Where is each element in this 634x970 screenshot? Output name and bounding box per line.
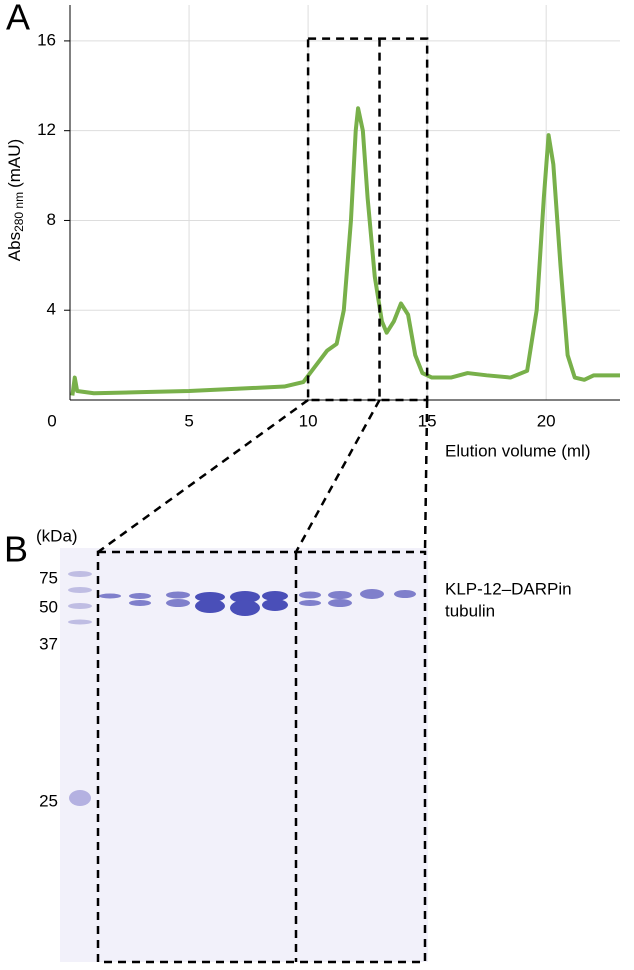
y-label-unit: (mAU) <box>5 139 24 188</box>
gel-image <box>60 548 428 962</box>
connector <box>294 399 381 553</box>
band-label: KLP-12–DARPin <box>445 579 572 598</box>
x-tick-label: 10 <box>299 411 318 430</box>
gel-unit: (kDa) <box>36 526 78 545</box>
y-label-main: Abs <box>5 232 24 261</box>
chromatogram-line <box>70 106 620 396</box>
marker-label: 37 <box>39 634 58 653</box>
connector <box>423 399 429 553</box>
marker-label: 25 <box>39 791 58 810</box>
y-tick-label: 8 <box>47 210 56 229</box>
y-tick-label: 12 <box>37 120 56 139</box>
x-axis-label: Elution volume (ml) <box>445 441 591 460</box>
band-label: tubulin <box>445 601 495 620</box>
x-tick-label: 20 <box>537 411 556 430</box>
gel-box <box>96 550 427 964</box>
panel-label: A <box>6 0 30 38</box>
x-tick-label: 0 <box>47 411 56 430</box>
marker-label: 50 <box>39 597 58 616</box>
y-label-sub: 280 nm <box>12 192 26 232</box>
y-tick-label: 16 <box>37 30 56 49</box>
y-tick-label: 4 <box>47 300 56 319</box>
connector <box>97 398 309 554</box>
fraction-box <box>306 37 429 402</box>
y-axis-label: Abs280 nm (mAU) <box>5 139 26 261</box>
panel-label: B <box>4 529 28 570</box>
x-tick-label: 5 <box>184 411 193 430</box>
marker-label: 75 <box>39 568 58 587</box>
